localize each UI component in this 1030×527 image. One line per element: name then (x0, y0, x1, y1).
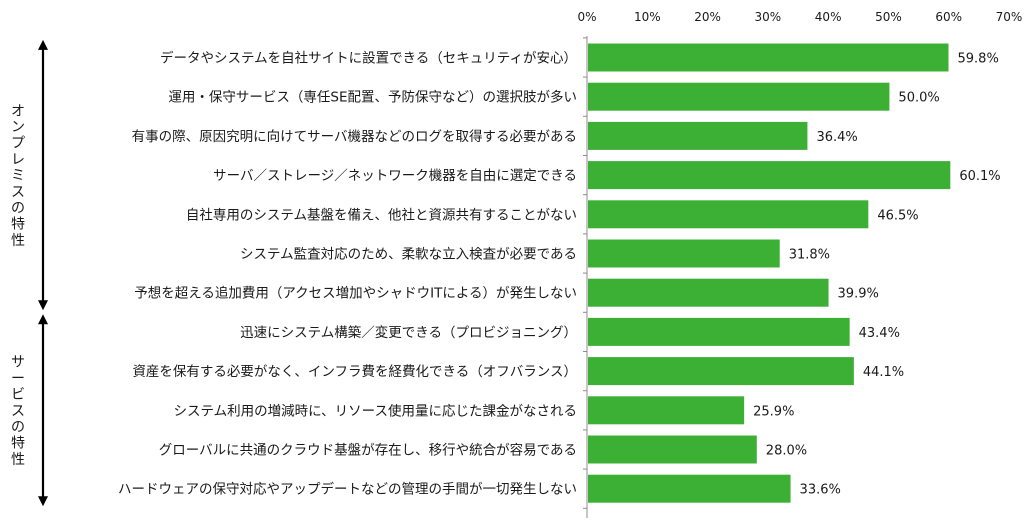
value-label: 46.5% (877, 208, 918, 223)
x-tick-label: 0% (577, 10, 596, 24)
value-label: 33.6% (800, 483, 841, 498)
group-label: オンプレミスの特性 (11, 103, 25, 249)
bar (588, 161, 951, 190)
bar (588, 435, 757, 464)
bar (588, 396, 745, 425)
bar (588, 82, 890, 111)
value-label: 50.0% (898, 91, 939, 106)
bar (588, 200, 869, 229)
category-label: 自社専用のシステム基盤を備え、他社と資源共有することがない (186, 206, 577, 223)
category-label: ハードウェアの保守対応やアップデートなどの管理の手間が一切発生しない (118, 481, 577, 498)
x-tick-label: 50% (875, 10, 902, 24)
value-label: 28.0% (766, 444, 807, 459)
value-label: 44.1% (863, 365, 904, 380)
bar (588, 239, 780, 268)
value-labels: 59.8% 50.0% 36.4% 60.1% 46.5% 31.8% 39.9% 43.4%… (753, 52, 1000, 498)
value-label: 36.4% (816, 130, 857, 145)
value-label: 31.8% (789, 248, 830, 263)
group-label: サービスの特性 (11, 355, 25, 468)
category-label: サーバ／ストレージ／ネットワーク機器を自由に選定できる (213, 168, 577, 184)
x-tick-label: 70% (996, 10, 1023, 24)
x-tick-label: 40% (815, 10, 842, 24)
category-label: 有事の際、原因究明に向けてサーバ機器などのログを取得する必要がある (132, 128, 577, 145)
bar (588, 317, 850, 346)
bar (588, 121, 808, 150)
bar (588, 43, 949, 72)
arrow-down-icon (38, 300, 48, 311)
category-label: グローバルに共通のクラウド基盤が存在し、移行や統合が容易である (159, 442, 577, 459)
value-label: 59.8% (958, 52, 999, 67)
category-label: データやシステムを自社サイトに設置できる（セキュリティが安心） (160, 50, 577, 67)
x-axis-ticks: 0% 10% 20% 30% 40% 50% 60% 70% (577, 10, 1022, 24)
bar (588, 357, 854, 386)
category-label: 運用・保守サービス（専任SE配置、予防保守など）の選択肢が多い (168, 89, 577, 106)
category-label: 迅速にシステム構築／変更できる（プロビジョニング） (240, 324, 577, 341)
arrow-down-icon (38, 496, 48, 507)
category-label: 資産を保有する必要がなく、インフラ費を経費化できる（オフバランス） (132, 364, 577, 380)
category-label: システム監査対応のため、柔軟な立入検査が必要である (240, 246, 577, 263)
x-tick-label: 20% (694, 10, 721, 24)
value-label: 43.4% (859, 326, 900, 341)
bar (588, 278, 829, 307)
y-axis (583, 36, 588, 518)
bar (588, 474, 791, 503)
x-tick-label: 60% (935, 10, 962, 24)
category-labels: データやシステムを自社サイトに設置できる（セキュリティが安心） 運用・保守サービス… (118, 50, 577, 498)
value-label: 39.9% (838, 287, 879, 302)
x-tick-label: 10% (634, 10, 661, 24)
arrow-up-icon (38, 314, 48, 325)
bars (588, 43, 951, 503)
value-label: 25.9% (753, 404, 794, 419)
value-label: 60.1% (959, 169, 1000, 184)
category-label: システム利用の増減時に、リソース使用量に応じた課金がなされる (173, 402, 577, 419)
x-tick-label: 30% (755, 10, 782, 24)
arrow-up-icon (38, 39, 48, 50)
category-label: 予想を超える追加費用（アクセス増加やシャドウITによる）が発生しない (134, 286, 577, 302)
